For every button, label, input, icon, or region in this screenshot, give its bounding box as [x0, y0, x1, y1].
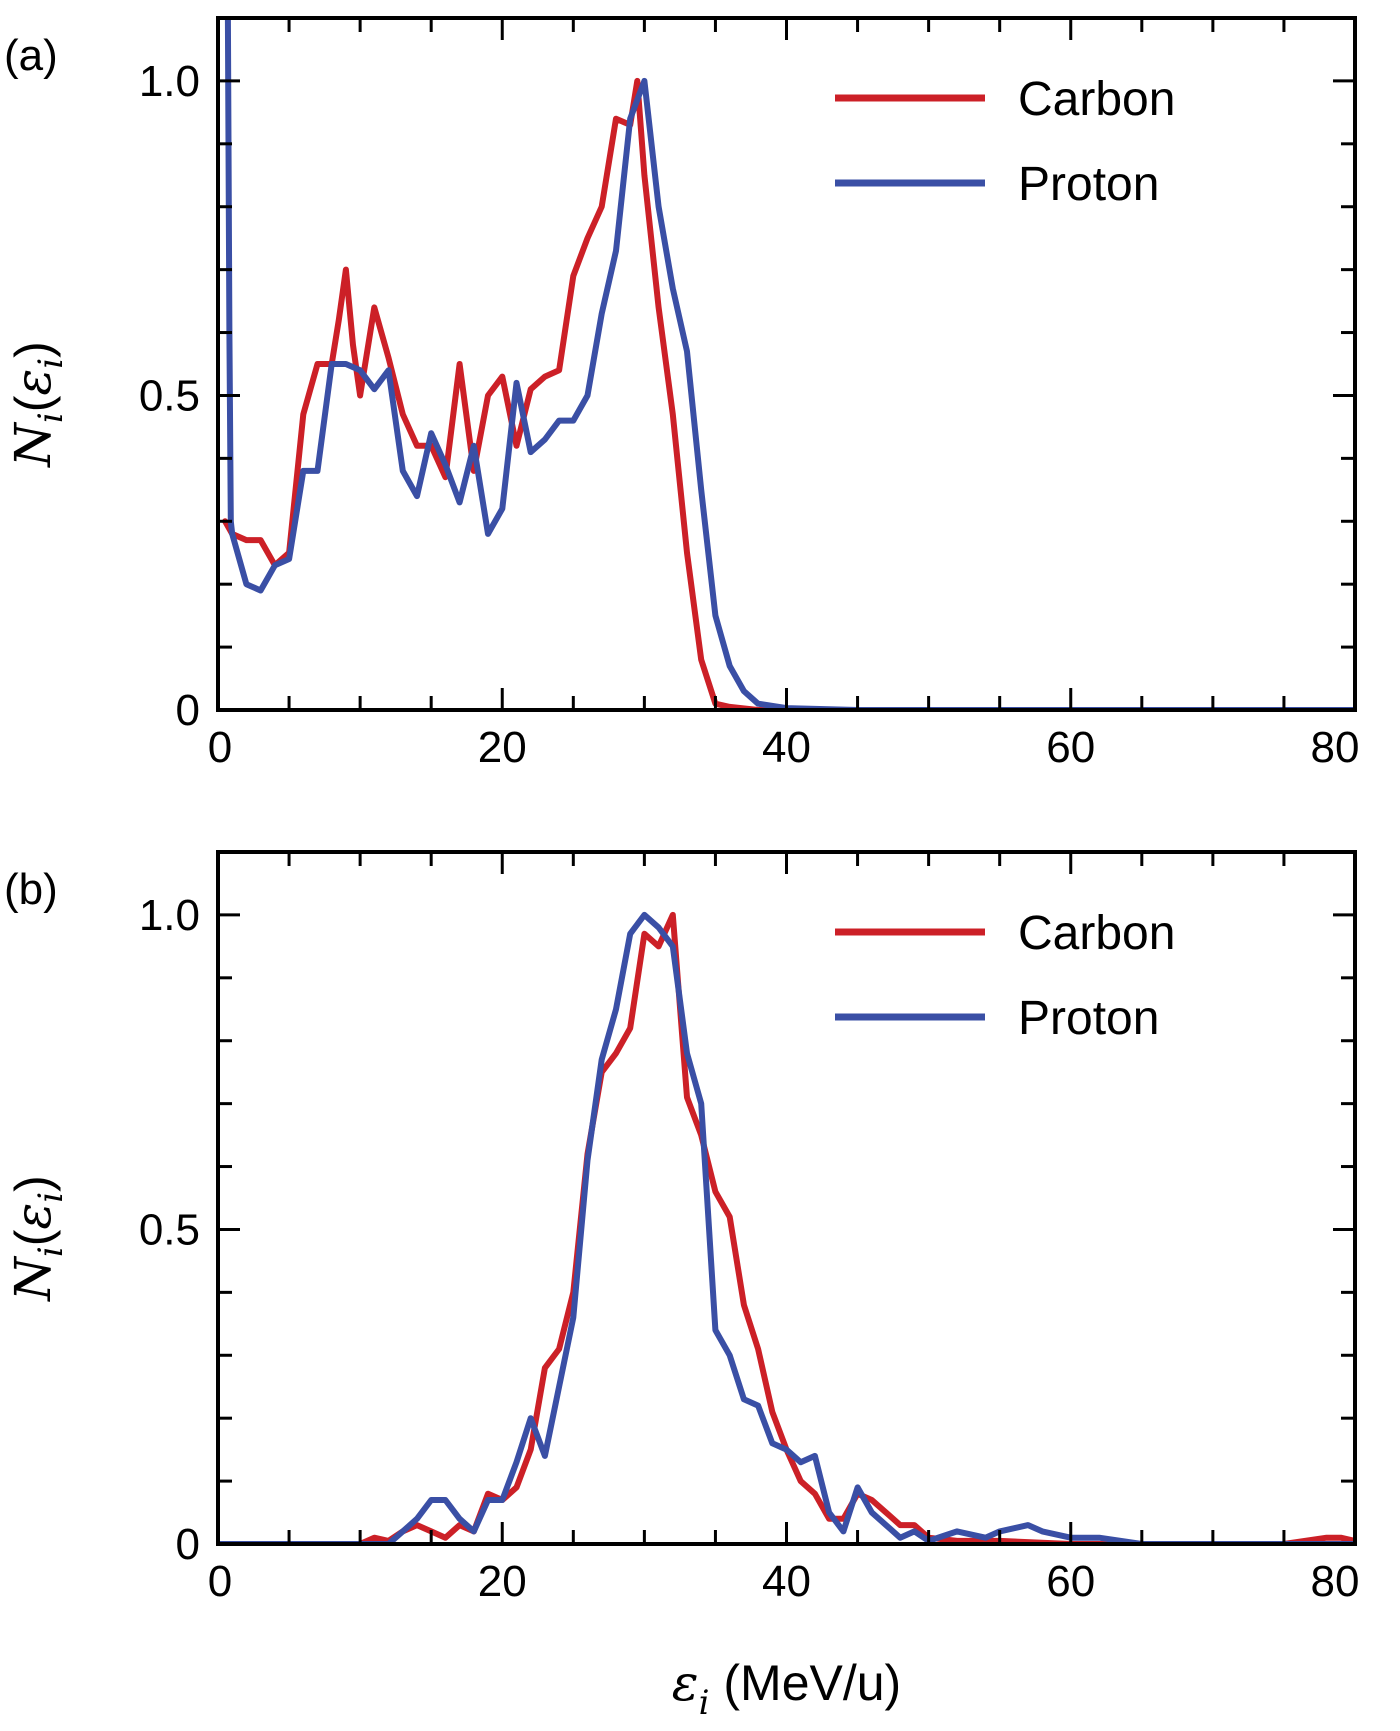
panel-b: 0 20 40 60 8000.51.0(b)Ni(εi)CarbonProtonεi …: [4, 850, 1360, 1723]
x-axis-label-eps: ε: [672, 1654, 699, 1712]
y-axis-label-sub: i: [31, 1246, 71, 1257]
y-axis-label-paren-close: ): [5, 1175, 61, 1192]
x-tick-label: 80: [1311, 723, 1360, 772]
y-axis-label-eps-sub: i: [31, 358, 71, 369]
x-tick-label: 40: [762, 1557, 811, 1606]
series-line-proton: [218, 911, 1355, 1544]
legend-label-proton: Proton: [1018, 992, 1159, 1045]
x-tick-label: 0: [208, 1557, 232, 1606]
panel-label: (b): [4, 865, 58, 914]
x-tick-label: 60: [1046, 723, 1095, 772]
y-axis-label: Ni(εi): [4, 1175, 71, 1302]
y-tick-label: 1.0: [139, 891, 200, 940]
y-axis-label-eps-sub: i: [31, 1192, 71, 1203]
x-axis-label: εi (MeV/u): [672, 1654, 901, 1723]
y-tick-label: 0: [176, 686, 200, 735]
legend-label-carbon: Carbon: [1018, 73, 1175, 126]
y-tick-label: 1.0: [139, 57, 200, 106]
plot-frame: [216, 850, 1357, 1546]
x-axis-label-eps-sub: i: [699, 1683, 710, 1723]
y-axis-label-main: N: [4, 1255, 62, 1302]
y-axis-label: Ni(εi): [4, 341, 71, 468]
x-tick-label: 60: [1046, 1557, 1095, 1606]
x-tick-label: 0: [208, 723, 232, 772]
legend-label-proton: Proton: [1018, 158, 1159, 211]
x-tick-label: 20: [478, 1557, 527, 1606]
panel-label: (a): [4, 31, 58, 80]
y-axis-label-eps: ε: [4, 369, 62, 396]
x-axis-label-unit: (MeV/u): [710, 1655, 902, 1711]
y-tick-label: 0: [176, 1520, 200, 1569]
series-line-carbon: [222, 77, 1355, 710]
y-axis-label-paren-open: (: [5, 1229, 61, 1246]
y-axis-label-paren-close: ): [5, 341, 61, 358]
y-axis-label-eps: ε: [4, 1203, 62, 1230]
legend-label-carbon: Carbon: [1018, 907, 1175, 960]
x-tick-label: 40: [762, 723, 811, 772]
y-tick-label: 0.5: [139, 371, 200, 420]
x-tick-label: 20: [478, 723, 527, 772]
y-axis-label-sub: i: [31, 412, 71, 423]
y-axis-label-paren-open: (: [5, 395, 61, 412]
x-tick-label: 80: [1311, 1557, 1360, 1606]
y-axis-label-main: N: [4, 421, 62, 468]
y-tick-label: 0.5: [139, 1205, 200, 1254]
series-line-proton: [224, 18, 1355, 710]
